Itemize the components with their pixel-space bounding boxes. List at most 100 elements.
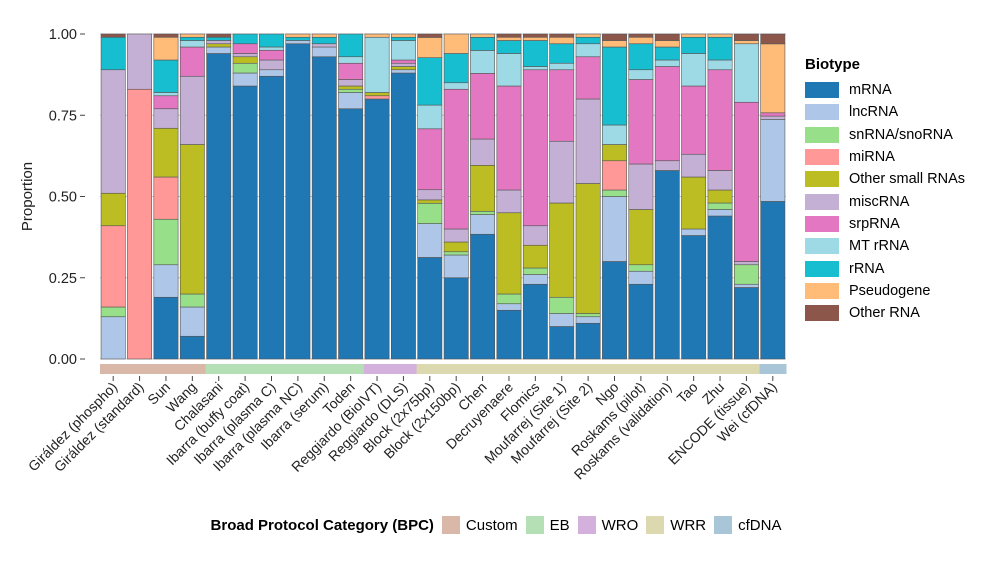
bar-segment xyxy=(179,33,205,38)
bar-segment xyxy=(179,40,205,48)
bar-segment xyxy=(654,40,680,48)
bar-segment xyxy=(733,264,759,285)
bar-segment xyxy=(707,202,733,210)
bar-segment xyxy=(470,233,496,360)
bar-segment xyxy=(206,53,232,360)
legend-label: Pseudogene xyxy=(849,282,931,299)
bpc-strip-cell xyxy=(522,364,550,374)
bar-segment xyxy=(390,72,416,360)
bar-segment xyxy=(417,37,443,58)
bar-segment xyxy=(417,257,443,360)
legend-swatch xyxy=(805,82,839,99)
bar-segment xyxy=(417,223,443,258)
bar-segment xyxy=(628,33,654,38)
bar-segment xyxy=(417,202,443,224)
bar-segment xyxy=(628,163,654,210)
bar-segment xyxy=(179,46,205,77)
bar-segment xyxy=(760,115,786,120)
bar-segment xyxy=(575,183,601,314)
bar-segment xyxy=(443,82,469,90)
bar-segment xyxy=(470,210,496,215)
y-tick-label: 0.75 xyxy=(49,108,77,124)
bpc-strip-cell xyxy=(152,364,180,374)
bar-segment xyxy=(654,59,680,67)
x-tick-label: Tao xyxy=(673,379,700,406)
bar-segment xyxy=(443,254,469,279)
bar-segment xyxy=(153,264,179,298)
bar-segment xyxy=(153,95,179,110)
bar-segment xyxy=(259,59,284,71)
bar-segment xyxy=(760,43,786,114)
bar-segment xyxy=(602,33,627,41)
bpc-strip-cell xyxy=(733,364,761,374)
bar-segment xyxy=(681,53,707,87)
bpc-strip-cell xyxy=(258,364,286,374)
bar-segment xyxy=(733,261,759,266)
bpc-strip-cell xyxy=(416,364,444,374)
bar-segment xyxy=(470,138,496,166)
bar-segment xyxy=(602,160,627,191)
bar-segment xyxy=(628,283,654,360)
y-tick-label: 0.50 xyxy=(49,190,77,206)
bpc-strip-cell xyxy=(706,364,734,374)
bar-segment xyxy=(285,36,311,41)
bar-segment xyxy=(470,33,496,38)
bar-segment xyxy=(628,69,654,80)
bar-segment xyxy=(417,189,443,201)
bar-segment xyxy=(100,225,126,308)
bar-segment xyxy=(549,36,575,45)
bar-segment xyxy=(760,201,786,360)
legend-title: Biotype xyxy=(805,56,861,73)
bpc-swatch xyxy=(714,516,733,534)
biotype-legend: Biotype mRNA lncRNA snRNA/snoRNA miRNA Other… xyxy=(805,56,965,324)
bar-segment xyxy=(311,36,337,45)
bar-segment xyxy=(602,196,627,262)
legend-item: miscRNA xyxy=(805,190,965,212)
bar-segment xyxy=(390,59,416,64)
legend-label: mRNA xyxy=(849,82,892,99)
legend-swatch xyxy=(805,305,839,322)
bar-segment xyxy=(179,335,205,360)
bar-segment xyxy=(654,66,680,162)
bar-segment xyxy=(575,322,601,360)
bpc-label: cfDNA xyxy=(738,516,782,534)
legend-item: rRNA xyxy=(805,257,965,279)
bar-segment xyxy=(153,176,179,220)
bpc-strip-cell xyxy=(574,364,602,374)
bar-segment xyxy=(522,274,548,285)
bar-segment xyxy=(681,36,707,54)
bar-segment xyxy=(654,170,680,360)
legend-label: miscRNA xyxy=(849,193,910,210)
bar-segment xyxy=(127,88,153,360)
bpc-label: WRO xyxy=(601,516,639,534)
bar-segment xyxy=(153,59,179,93)
bar-segment xyxy=(259,75,284,360)
bar-segment xyxy=(285,40,311,45)
legend-swatch xyxy=(805,282,839,299)
bar-segment xyxy=(522,267,548,275)
bpc-label: WRR xyxy=(670,516,707,534)
bar-segment xyxy=(602,189,627,197)
bar-segment xyxy=(259,46,284,51)
bar-segment xyxy=(443,241,469,253)
bpc-strip-cell xyxy=(680,364,708,374)
bar-segment xyxy=(496,33,522,38)
bar-segment xyxy=(707,215,733,360)
bpc-strip-cell xyxy=(231,364,259,374)
bar-segment xyxy=(549,140,575,204)
bar-segment xyxy=(602,261,627,360)
bpc-strip-cell xyxy=(205,364,233,374)
bar-segment xyxy=(470,214,496,235)
bar-segment xyxy=(549,326,575,360)
bar-segment xyxy=(153,92,179,97)
bar-segment xyxy=(496,40,522,54)
bpc-swatch xyxy=(525,516,544,534)
legend-swatch xyxy=(805,215,839,232)
bar-segment xyxy=(575,316,601,324)
bar-segment xyxy=(681,176,707,230)
bar-segment xyxy=(496,36,522,41)
bpc-strip-cell xyxy=(179,364,207,374)
bar-segment xyxy=(707,209,733,217)
legend-item: snRNA/snoRNA xyxy=(805,124,965,146)
bar-segment xyxy=(496,212,522,295)
